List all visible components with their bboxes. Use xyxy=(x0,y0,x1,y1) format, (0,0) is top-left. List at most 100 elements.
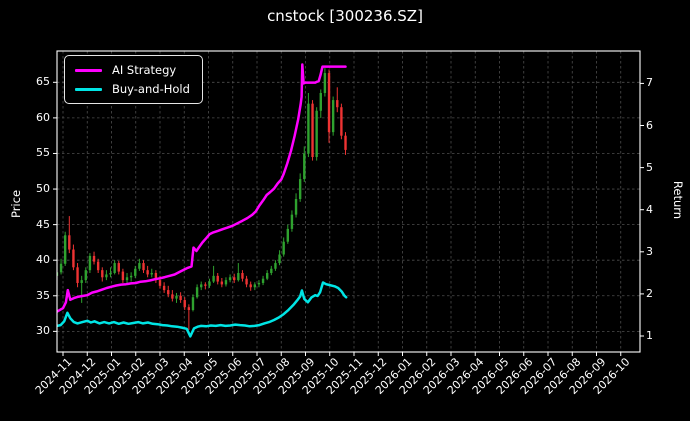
candle-body xyxy=(331,100,335,133)
candle-body xyxy=(257,282,261,285)
candle-body xyxy=(84,270,87,281)
candle-body xyxy=(220,281,224,285)
candle-body xyxy=(224,280,228,285)
legend-item-buy-and-hold: Buy-and-Hold xyxy=(75,82,190,96)
candle-body xyxy=(319,92,322,111)
candle-body xyxy=(146,270,149,275)
candle-body xyxy=(117,263,120,272)
candle-body xyxy=(237,273,240,281)
candle-body xyxy=(154,273,158,281)
return-tick-label: 2 xyxy=(646,286,653,300)
price-tick-label: 40 xyxy=(36,253,50,267)
return-tick-label: 4 xyxy=(646,202,653,216)
legend-item-ai-strategy: AI Strategy xyxy=(75,63,190,77)
candle-body xyxy=(298,179,302,200)
candle-body xyxy=(105,274,108,278)
candle-body xyxy=(125,277,129,281)
candle-body xyxy=(179,295,182,301)
ai-strategy-line-swatch-icon xyxy=(75,68,102,72)
candle-body xyxy=(340,107,343,136)
candle-body xyxy=(270,268,273,274)
candle-body xyxy=(92,255,96,262)
legend-label-ai-strategy: AI Strategy xyxy=(112,63,177,77)
candle-body xyxy=(307,103,310,154)
buy-and-hold-line-swatch-icon xyxy=(75,87,102,91)
return-tick-label: 1 xyxy=(646,329,653,342)
candle-body xyxy=(68,235,71,250)
return-tick-label: 7 xyxy=(646,76,653,90)
price-tick-label: 55 xyxy=(36,146,50,160)
candle-body xyxy=(101,270,104,278)
ai-strategy-line xyxy=(57,63,347,313)
candle-body xyxy=(323,73,327,93)
candle-body xyxy=(286,228,289,242)
candle-body xyxy=(129,275,133,278)
candle-body xyxy=(183,300,186,308)
candle-body xyxy=(249,284,252,288)
candle-body xyxy=(327,73,331,133)
candle-body xyxy=(109,273,112,275)
price-tick-label: 30 xyxy=(36,324,50,338)
candle-body xyxy=(212,275,215,282)
candle-body xyxy=(57,272,59,276)
candle-body xyxy=(187,307,191,311)
legend-label-buy-and-hold: Buy-and-Hold xyxy=(112,82,190,96)
candle-body xyxy=(278,254,281,264)
candle-body xyxy=(167,290,170,295)
price-tick-label: 65 xyxy=(36,75,50,89)
candle-body xyxy=(113,263,116,274)
candle-body xyxy=(274,263,277,269)
price-tick-label: 60 xyxy=(36,110,50,124)
candle-body xyxy=(59,263,63,273)
candle-body xyxy=(88,255,92,271)
legend: AI Strategy Buy-and-Hold xyxy=(64,55,203,104)
candle-body xyxy=(216,275,219,282)
candle-body xyxy=(294,199,298,215)
price-tick-label: 45 xyxy=(36,217,50,231)
candle-body xyxy=(208,281,211,286)
candle-body xyxy=(138,263,141,269)
price-tick-label: 35 xyxy=(36,288,50,302)
candle-body xyxy=(80,280,83,283)
candle-body xyxy=(315,110,318,158)
candle-body xyxy=(150,273,153,275)
right-axis-label: Return xyxy=(671,180,685,220)
candle-body xyxy=(63,235,67,264)
candle-body xyxy=(142,263,145,271)
candle-body xyxy=(261,278,265,283)
candle-body xyxy=(245,278,248,285)
price-tick-label: 50 xyxy=(36,182,50,196)
candle-body xyxy=(311,103,314,158)
candle-body xyxy=(282,241,285,255)
candle-body xyxy=(204,284,207,286)
candle-body xyxy=(228,277,232,281)
candle-body xyxy=(303,153,306,180)
candle-body xyxy=(195,287,199,298)
candle-body xyxy=(344,135,347,150)
candle-body xyxy=(158,280,162,286)
candle-body xyxy=(290,214,294,229)
candle-body xyxy=(76,267,79,283)
candle-body xyxy=(175,295,178,299)
candle-body xyxy=(72,249,75,268)
candle-body xyxy=(265,273,269,279)
candle-body xyxy=(134,268,137,276)
gridlines xyxy=(57,51,640,352)
return-tick-label: 3 xyxy=(646,244,653,258)
buy-and-hold-line xyxy=(57,281,348,338)
candle-body xyxy=(241,273,244,279)
return-tick-label: 6 xyxy=(646,118,653,132)
candle-body xyxy=(162,285,166,291)
candle-body xyxy=(171,294,174,299)
return-tick-label: 5 xyxy=(646,160,653,174)
candlestick-series xyxy=(57,68,347,330)
tick-marks xyxy=(53,81,644,356)
candle-body xyxy=(253,284,257,288)
candle-body xyxy=(233,277,236,281)
candle-body xyxy=(96,261,100,271)
chart-title: cnstock [300236.SZ] xyxy=(267,7,423,25)
candle-body xyxy=(200,284,203,288)
candle-body xyxy=(336,100,339,108)
